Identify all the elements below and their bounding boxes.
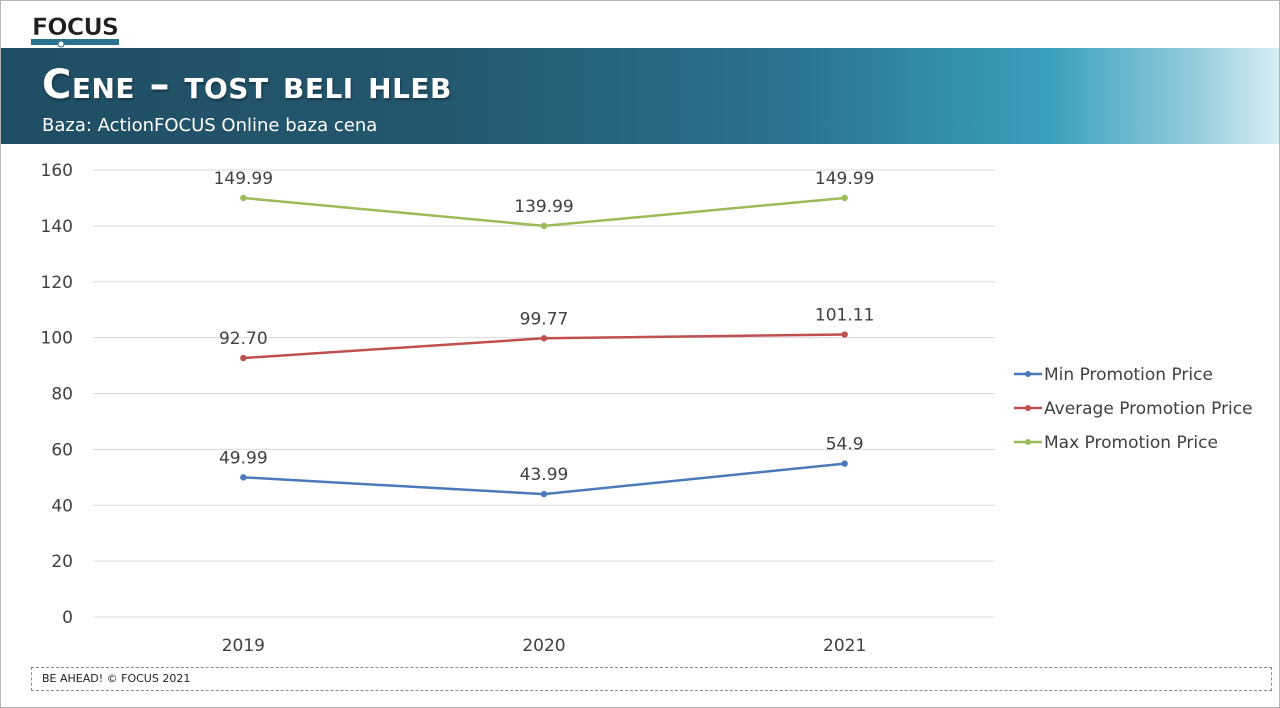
data-point	[240, 354, 247, 362]
y-tick-label: 60	[51, 440, 73, 460]
x-tick-label: 2021	[823, 636, 866, 656]
footer-bar: BE AHEAD! © FOCUS 2021	[31, 667, 1272, 691]
title-banner	[1, 48, 1279, 144]
footer-text: BE AHEAD! © FOCUS 2021	[42, 672, 191, 685]
data-label: 54.9	[826, 435, 864, 455]
data-label: 149.99	[214, 169, 273, 189]
x-tick-label: 2019	[222, 636, 265, 656]
x-axis-ticks: 2019 2020 2021	[222, 636, 867, 656]
data-point	[540, 490, 548, 498]
data-label: 49.99	[219, 448, 268, 468]
series-lines	[240, 194, 848, 498]
data-point	[841, 460, 848, 467]
y-tick-label: 0	[62, 608, 73, 628]
legend-marker	[1025, 405, 1031, 411]
y-tick-label: 40	[51, 496, 73, 516]
y-tick-label: 20	[51, 552, 73, 572]
legend-item[interactable]: Max Promotion Price	[1014, 433, 1218, 453]
x-tick-label: 2020	[522, 636, 565, 656]
focus-logo: FOCUS	[31, 13, 119, 48]
data-label: 101.11	[815, 306, 874, 326]
svg-text:FOCUS: FOCUS	[32, 13, 118, 41]
data-label: 43.99	[520, 465, 569, 485]
data-label: 149.99	[815, 169, 874, 189]
page-title: Cene – tost beli hleb	[42, 62, 452, 108]
legend-item[interactable]: Min Promotion Price	[1014, 365, 1213, 385]
legend[interactable]: Min Promotion Price Average Promotion Pri…	[1014, 365, 1253, 453]
legend-marker	[1025, 371, 1031, 377]
data-point	[240, 194, 247, 202]
y-tick-label: 140	[41, 217, 73, 237]
data-point	[841, 194, 848, 202]
data-point	[841, 331, 848, 338]
data-label: 139.99	[514, 197, 573, 217]
legend-item[interactable]: Average Promotion Price	[1014, 399, 1253, 419]
data-labels: 49.99 43.99 54.9 92.70 99.77 101.11 149.99 139.…	[214, 169, 875, 485]
legend-marker	[1025, 439, 1031, 445]
legend-label: Min Promotion Price	[1044, 365, 1213, 385]
page-subtitle: Baza: ActionFOCUS Online baza cena	[42, 115, 378, 136]
data-point	[540, 222, 548, 230]
data-point	[240, 474, 247, 481]
legend-label: Average Promotion Price	[1044, 399, 1253, 419]
y-axis-ticks: 0 20 40 60 80 100 120 140 160	[41, 161, 73, 628]
data-label: 99.77	[520, 309, 569, 329]
data-point	[540, 335, 548, 342]
y-tick-label: 160	[41, 161, 73, 181]
legend-label: Max Promotion Price	[1044, 433, 1218, 453]
y-tick-label: 120	[41, 273, 73, 293]
line-chart: 0 20 40 60 80 100 120 140 160 2019 2020 2021 49.99…	[41, 161, 1253, 656]
y-tick-label: 80	[51, 385, 73, 405]
y-tick-label: 100	[41, 329, 73, 349]
gridlines	[93, 169, 995, 618]
data-label: 92.70	[219, 329, 268, 349]
